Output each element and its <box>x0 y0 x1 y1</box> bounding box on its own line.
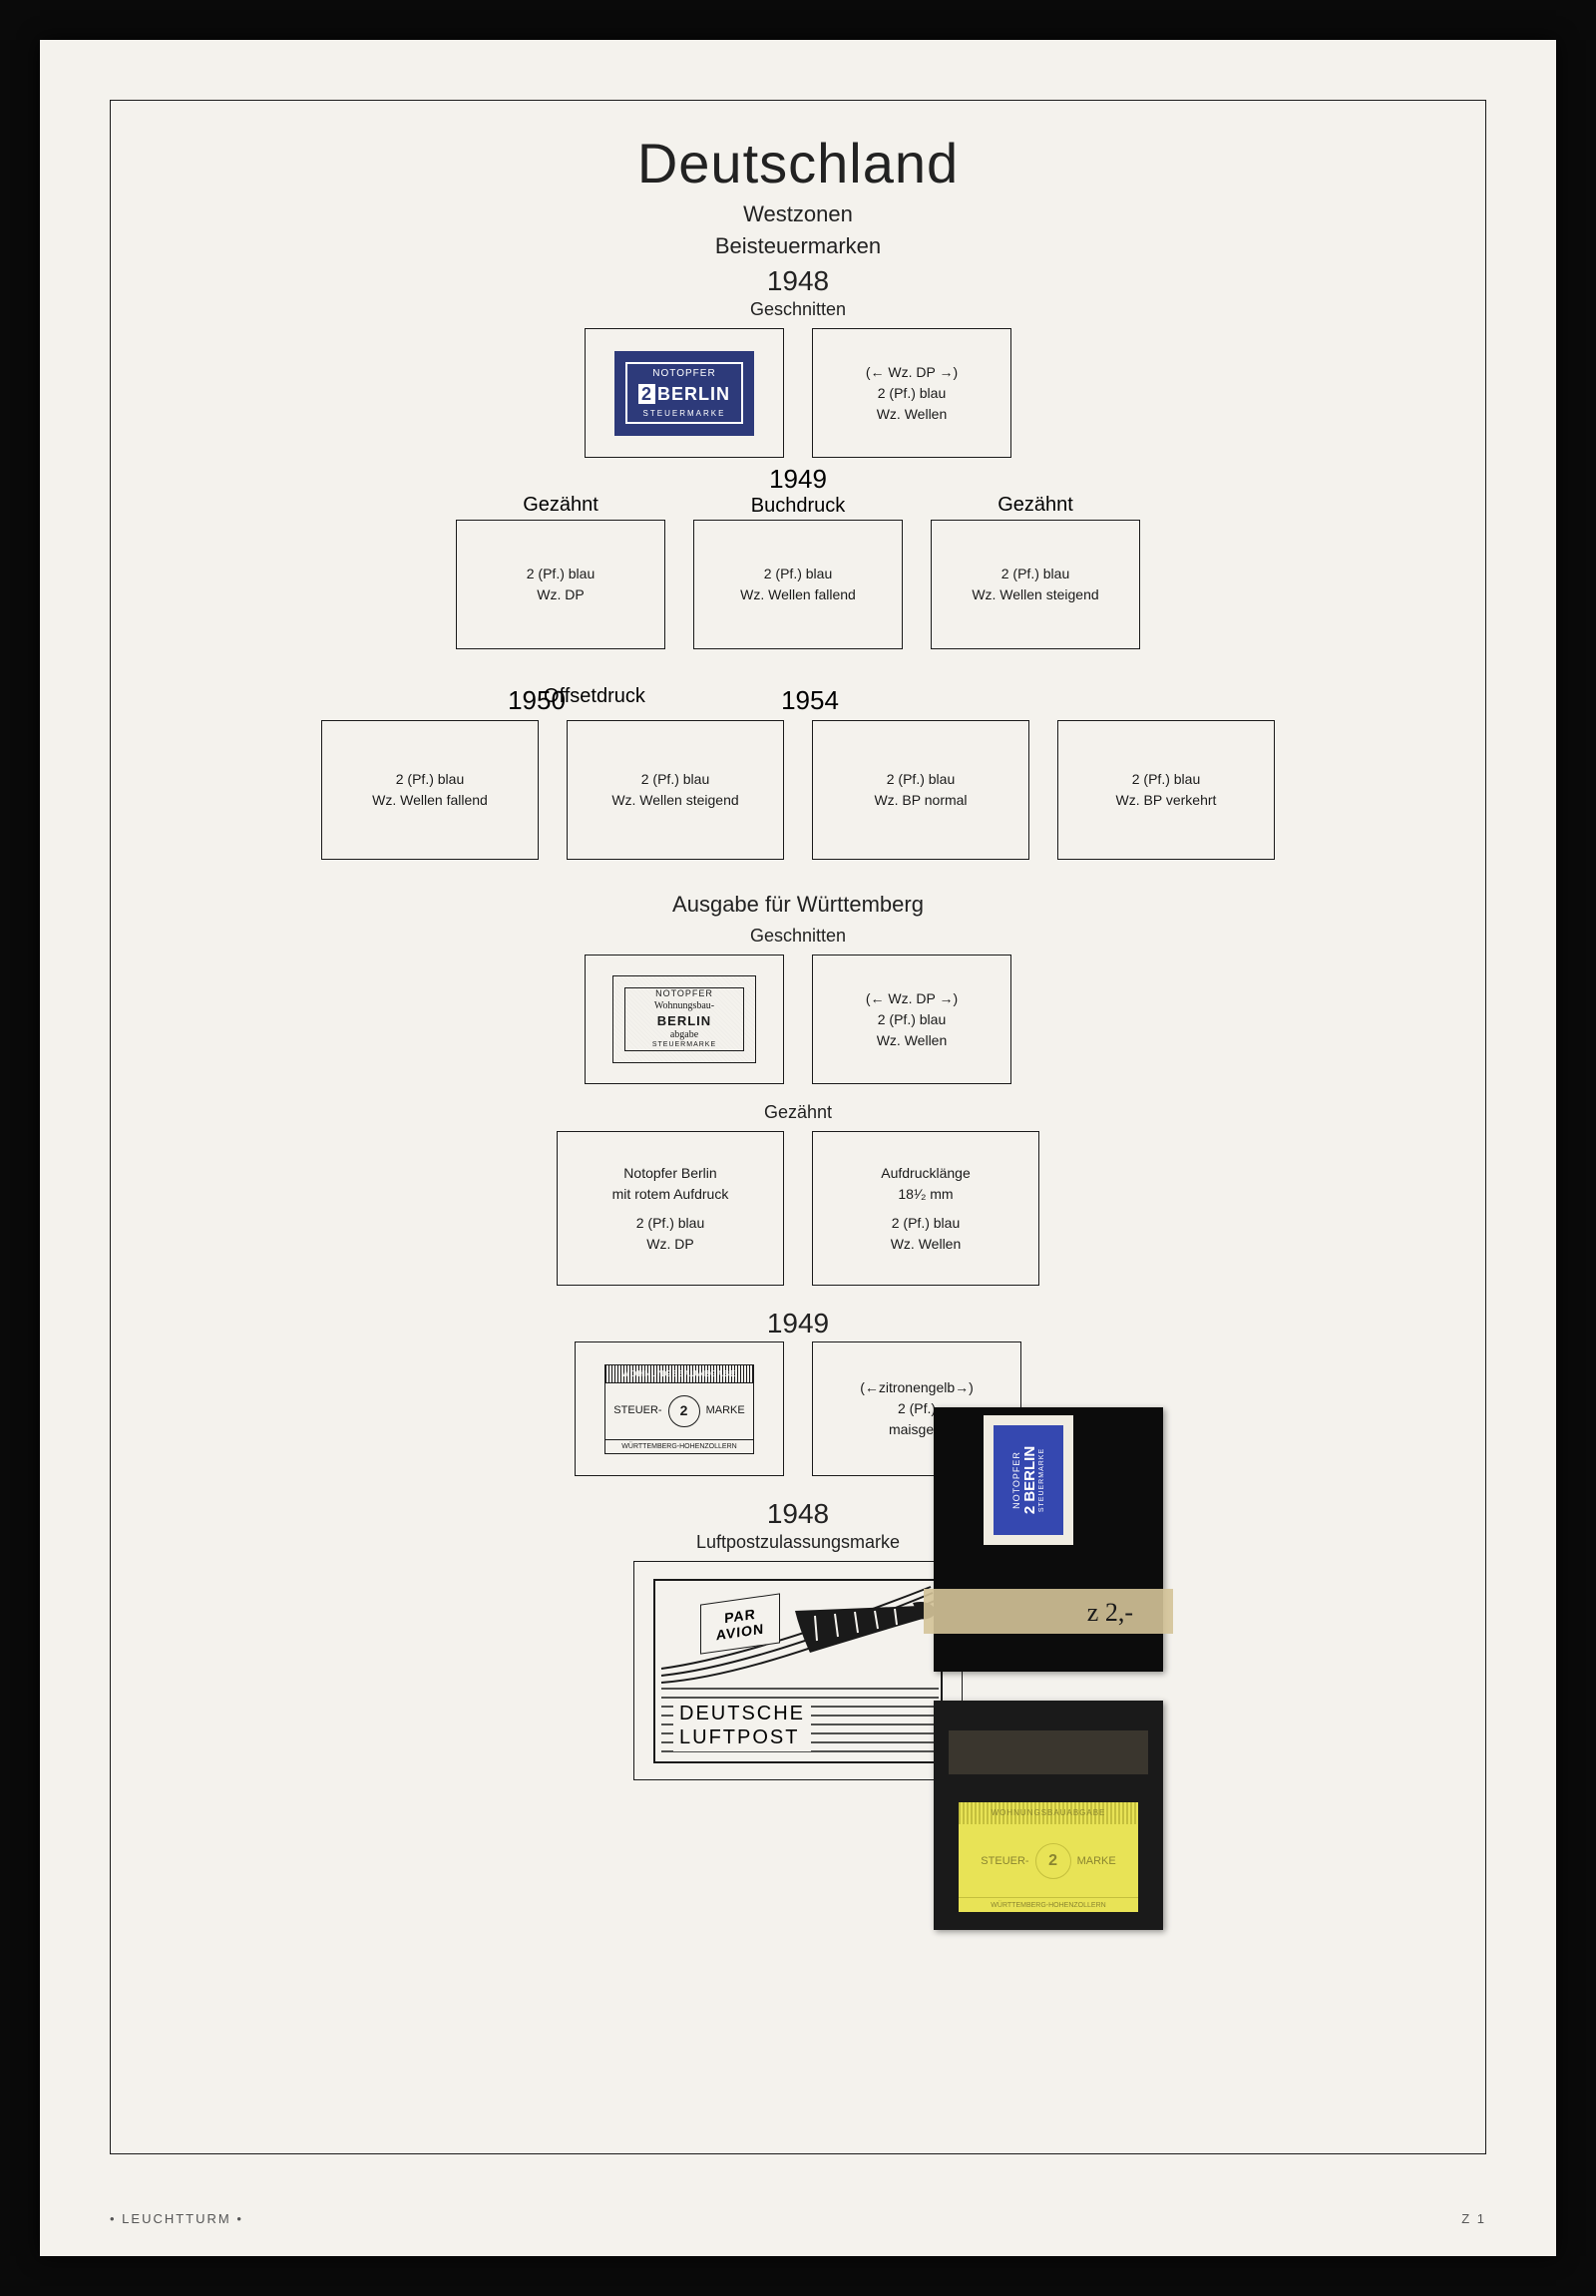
slot-line: (← Wz. DP →) <box>866 362 958 383</box>
luftpost-text: DEUTSCHE LUFTPOST <box>673 1700 811 1751</box>
slot-off-1: 2 (Pf.) blau Wz. Wellen steigend <box>567 720 784 860</box>
luftpost-illustration: PAR AVION DEUTSCHE LUFTPOST <box>653 1579 943 1763</box>
row-1949: 2 (Pf.) blau Wz. DP 2 (Pf.) blau Wz. Wel… <box>111 520 1485 649</box>
subtitle-2: Beisteuermarken <box>111 233 1485 259</box>
stamp-text-top: NOTOPFER <box>650 366 717 381</box>
label-luftpost: Luftpostzulassungsmarke <box>111 1532 1485 1553</box>
slot-1949-0: 2 (Pf.) blau Wz. DP <box>456 520 665 649</box>
row-gezahnt-2: Notopfer Berlin mit rotem Aufdruck 2 (Pf… <box>111 1131 1485 1286</box>
row-offset-labels: 1950 Offsetdruck 1954 <box>111 685 1485 716</box>
luftpost-slot: PAR AVION DEUTSCHE LUFTPOST <box>633 1561 963 1780</box>
page-header: Deutschland Westzonen Beisteuermarken <box>111 131 1485 259</box>
slot-gz-0: Notopfer Berlin mit rotem Aufdruck 2 (Pf… <box>557 1131 784 1286</box>
slot-1949-2: 2 (Pf.) blau Wz. Wellen steigend <box>931 520 1140 649</box>
page-title: Deutschland <box>111 131 1485 195</box>
attached-card-2: WOHNUNGSBAUABGABE STEUER- 2 MARKE WÜRTTE… <box>934 1701 1163 1930</box>
slot-notopfer-image: NOTOPFER 2BERLIN STEUERMARKE <box>585 328 784 458</box>
slot-1948-b: (← Wz. DP →) 2 (Pf.) blau Wz. Wellen <box>812 328 1011 458</box>
year-1954: 1954 <box>701 685 919 716</box>
par-avion-box: PAR AVION <box>700 1593 780 1654</box>
page-footer: • LEUCHTTURM • Z 1 <box>110 2211 1486 2226</box>
slot-off-2: 2 (Pf.) blau Wz. BP normal <box>812 720 1029 860</box>
label-gezahnt-l: Gezähnt <box>456 494 665 518</box>
slot-1949-1: 2 (Pf.) blau Wz. Wellen fallend <box>693 520 903 649</box>
slot-gz-1: Aufdrucklänge 18¹∕₂ mm 2 (Pf.) blau Wz. … <box>812 1131 1039 1286</box>
notopfer-outline-illustration: NOTOPFER Wohnungsbau- BERLIN abgabe STEU… <box>612 975 756 1063</box>
row-wurt-1: NOTOPFER Wohnungsbau- BERLIN abgabe STEU… <box>111 955 1485 1084</box>
slot-off-0: 2 (Pf.) blau Wz. Wellen fallend <box>321 720 539 860</box>
handwritten-price: z 2,- <box>1087 1598 1133 1628</box>
label-gezahnt-r: Gezähnt <box>931 494 1140 518</box>
year-1948-b: 1948 <box>111 1498 1485 1530</box>
footer-pagenum: Z 1 <box>1461 2211 1486 2226</box>
section-1-header: 1948 Geschnitten <box>111 265 1485 320</box>
slot-wurt-a: NOTOPFER Wohnungsbau- BERLIN abgabe STEU… <box>585 955 784 1084</box>
subtitle-1: Westzonen <box>111 201 1485 227</box>
attached-card-1: NOTOPFER 2 BERLIN STEUERMARKE z 2,- <box>934 1407 1163 1672</box>
year-1949-b: 1949 <box>111 1308 1485 1339</box>
card-pocket-bar <box>949 1730 1148 1774</box>
row-1949-labels: Gezähnt 1949 Buchdruck Gezähnt <box>111 494 1485 518</box>
label-geschnitten-1: Geschnitten <box>111 299 1485 320</box>
row-offset: 2 (Pf.) blau Wz. Wellen fallend 2 (Pf.) … <box>111 720 1485 860</box>
wohnung-stamp-illustration: WOHNUNGSBAUABGABE STEUER- 2 MARKE WÜRTTE… <box>604 1364 754 1454</box>
slot-wurt-b: (← Wz. DP →) 2 (Pf.) blau Wz. Wellen <box>812 955 1011 1084</box>
year-1949: 1949 <box>693 464 903 495</box>
slot-wohnung-img: WOHNUNGSBAUABGABE STEUER- 2 MARKE WÜRTTE… <box>575 1341 784 1476</box>
tape-strip <box>924 1589 1173 1634</box>
attached-yellow-stamp: WOHNUNGSBAUABGABE STEUER- 2 MARKE WÜRTTE… <box>959 1802 1138 1912</box>
slot-line: 2 (Pf.) blau <box>878 383 946 404</box>
notopfer-stamp-illustration: NOTOPFER 2BERLIN STEUERMARKE <box>614 351 754 436</box>
label-gezahnt-2: Gezähnt <box>111 1102 1485 1123</box>
row-1948: NOTOPFER 2BERLIN STEUERMARKE (← Wz. DP →… <box>111 328 1485 458</box>
label-geschnitten-2: Geschnitten <box>111 926 1485 947</box>
section-2-center: 1949 Buchdruck <box>693 494 903 518</box>
row-wohnung: WOHNUNGSBAUABGABE STEUER- 2 MARKE WÜRTTE… <box>111 1341 1485 1476</box>
footer-brand: • LEUCHTTURM • <box>110 2211 243 2226</box>
page-frame: Deutschland Westzonen Beisteuermarken 19… <box>110 100 1486 2154</box>
album-page: Deutschland Westzonen Beisteuermarken 19… <box>40 40 1556 2256</box>
attached-notopfer-stamp: NOTOPFER 2 BERLIN STEUERMARKE <box>984 1415 1073 1545</box>
year-1948: 1948 <box>111 265 1485 297</box>
slot-line: Wz. Wellen <box>877 404 948 425</box>
stamp-text-bot: STEUERMARKE <box>643 408 726 420</box>
label-offsetdruck: Offsetdruck <box>544 685 554 716</box>
slot-off-3: 2 (Pf.) blau Wz. BP verkehrt <box>1057 720 1275 860</box>
wurttemberg-title: Ausgabe für Württemberg <box>111 892 1485 918</box>
label-buchdruck: Buchdruck <box>693 495 903 518</box>
